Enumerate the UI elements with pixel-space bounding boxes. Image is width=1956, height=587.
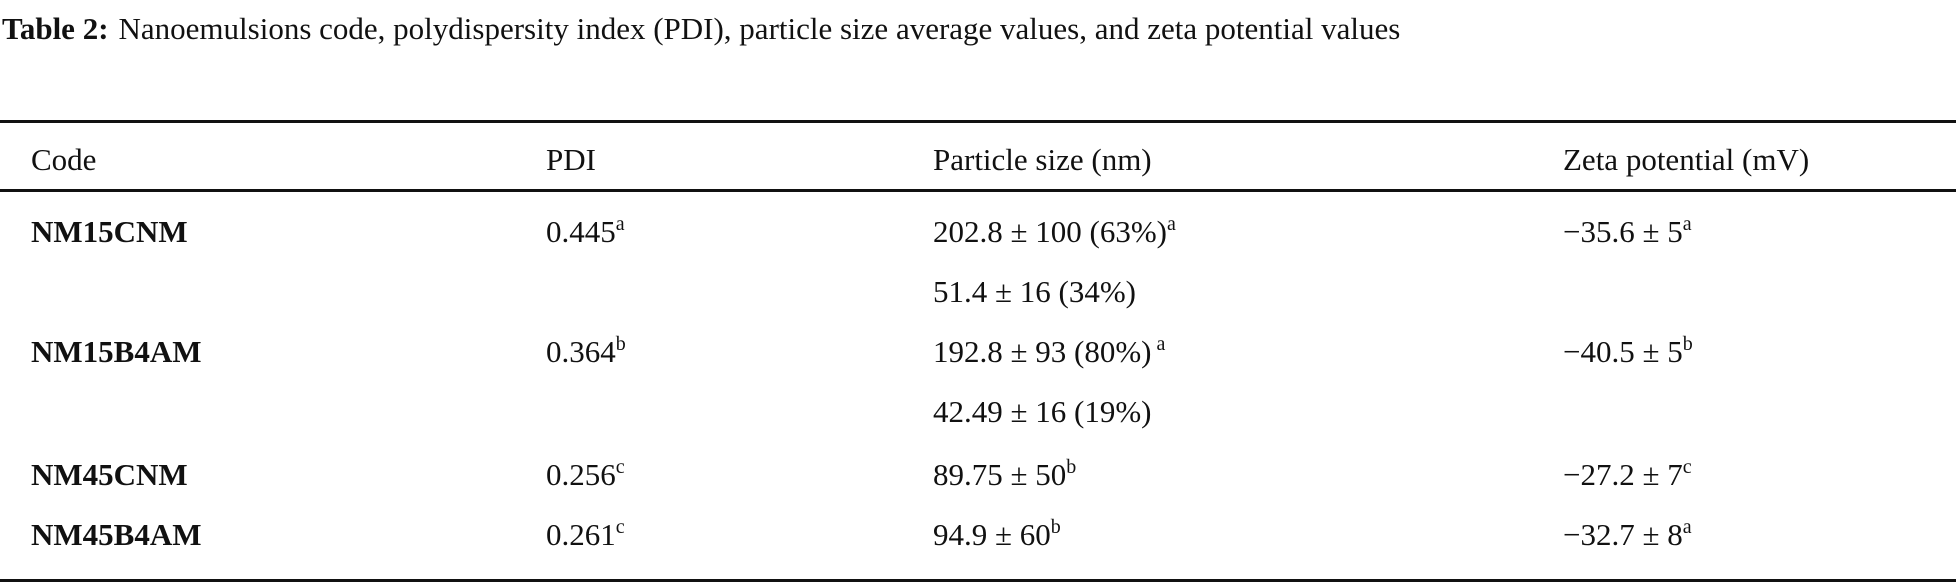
- particle-size-cell: 94.9 ± 60b: [933, 515, 1061, 555]
- header-rule: [0, 189, 1956, 192]
- zeta-cell: −27.2 ± 7c: [1563, 455, 1692, 495]
- pdi-cell: 0.445a: [546, 212, 625, 252]
- zeta-cell-value: −27.2 ± 7: [1563, 457, 1683, 492]
- code-cell-value: NM15CNM: [31, 214, 188, 249]
- particle-size-cell: 202.8 ± 100 (63%)a: [933, 212, 1176, 252]
- significance-letter: b: [615, 333, 626, 355]
- table-row: NM45B4AM 0.261c 94.9 ± 60b −32.7 ± 8a: [0, 515, 1956, 555]
- pdi-cell: 0.261c: [546, 515, 625, 555]
- code-cell: NM15CNM: [31, 212, 188, 252]
- code-cell-value: NM45CNM: [31, 457, 188, 492]
- header-particle-size: Particle size (nm): [933, 142, 1152, 177]
- zeta-cell: −40.5 ± 5b: [1563, 332, 1693, 372]
- particle-size-cell-value: 192.8 ± 93 (80%): [933, 334, 1152, 369]
- code-cell: NM45B4AM: [31, 515, 201, 555]
- zeta-cell-value: −35.6 ± 5: [1563, 214, 1683, 249]
- code-cell-value: NM15B4AM: [31, 334, 202, 369]
- table-row: 42.49 ± 16 (19%): [0, 392, 1956, 432]
- significance-letter: b: [1066, 456, 1077, 478]
- table-row: NM45CNM 0.256c 89.75 ± 50b −27.2 ± 7c: [0, 455, 1956, 495]
- code-cell: NM45CNM: [31, 455, 188, 495]
- table-row: 51.4 ± 16 (34%): [0, 272, 1956, 312]
- table-row: NM15CNM 0.445a 202.8 ± 100 (63%)a −35.6 ± 5…: [0, 212, 1956, 252]
- code-cell-value: NM45B4AM: [31, 517, 202, 552]
- zeta-cell-value: −40.5 ± 5: [1563, 334, 1683, 369]
- particle-size-cell: 192.8 ± 93 (80%) a: [933, 332, 1165, 372]
- particle-size-cell-value: 94.9 ± 60: [933, 517, 1051, 552]
- pdi-cell-value: 0.364: [546, 334, 616, 369]
- pdi-cell-value: 0.261: [546, 517, 616, 552]
- caption-text: Nanoemulsions code, polydispersity index…: [118, 11, 1401, 46]
- particle-size-cell: 51.4 ± 16 (34%): [933, 272, 1136, 312]
- particle-size-cell: 89.75 ± 50b: [933, 455, 1076, 495]
- pdi-cell-value: 0.445: [546, 214, 616, 249]
- significance-letter: a: [1682, 213, 1692, 235]
- pdi-cell: 0.364b: [546, 332, 626, 372]
- zeta-cell: −32.7 ± 8a: [1563, 515, 1692, 555]
- pdi-cell-value: 0.256: [546, 457, 616, 492]
- significance-letter: b: [1682, 333, 1693, 355]
- significance-letter: c: [1682, 456, 1692, 478]
- significance-letter: a: [1151, 333, 1166, 355]
- particle-size-cell: 42.49 ± 16 (19%): [933, 392, 1151, 432]
- header-zeta: Zeta potential (mV): [1563, 142, 1810, 177]
- zeta-cell: −35.6 ± 5a: [1563, 212, 1692, 252]
- significance-letter: a: [615, 213, 625, 235]
- significance-letter: c: [615, 456, 625, 478]
- significance-letter: b: [1050, 516, 1061, 538]
- top-rule: [0, 120, 1956, 123]
- header-code: Code: [31, 142, 97, 177]
- table-row: NM15B4AM 0.364b 192.8 ± 93 (80%) a −40.5 ± …: [0, 332, 1956, 372]
- header-pdi: PDI: [546, 142, 596, 177]
- particle-size-cell-value: 89.75 ± 50: [933, 457, 1067, 492]
- table-caption: Table 2: Nanoemulsions code, polydispersi…: [2, 2, 1952, 56]
- particle-size-cell-value: 51.4 ± 16 (34%): [933, 274, 1136, 309]
- caption-label: Table 2:: [2, 11, 109, 46]
- significance-letter: a: [1166, 213, 1176, 235]
- significance-letter: c: [615, 516, 625, 538]
- header-row: Code PDI Particle size (nm) Zeta potenti…: [0, 140, 1956, 180]
- pdi-cell: 0.256c: [546, 455, 625, 495]
- code-cell: NM15B4AM: [31, 332, 201, 372]
- particle-size-cell-value: 42.49 ± 16 (19%): [933, 394, 1152, 429]
- zeta-cell-value: −32.7 ± 8: [1563, 517, 1683, 552]
- particle-size-cell-value: 202.8 ± 100 (63%): [933, 214, 1167, 249]
- bottom-rule: [0, 579, 1956, 582]
- significance-letter: a: [1682, 516, 1692, 538]
